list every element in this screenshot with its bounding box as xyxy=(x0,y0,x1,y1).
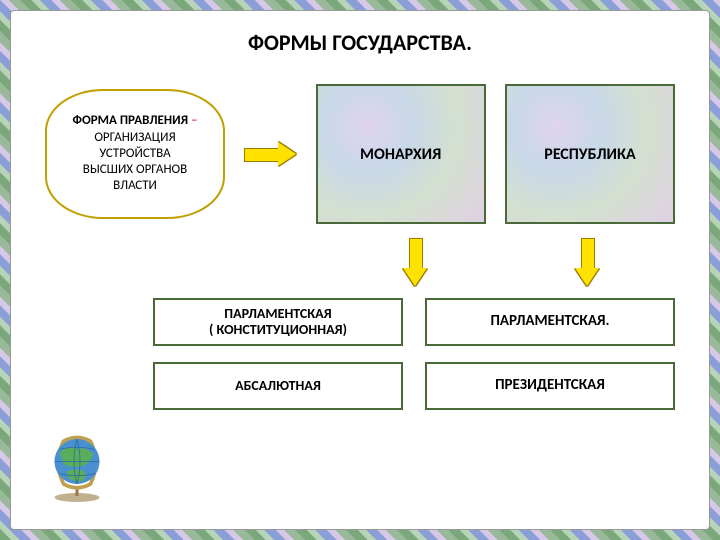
top-row: ФОРМА ПРАВЛЕНИЯ – ОРГАНИЗАЦИЯ УСТРОЙСТВА… xyxy=(41,84,679,224)
presidential-box: ПРЕЗИДЕНТСКАЯ xyxy=(425,362,675,410)
arrow-down-icon xyxy=(575,238,599,286)
bottom-row-2: АБСАЛЮТНАЯ ПРЕЗИДЕНТСКАЯ xyxy=(41,362,679,410)
down-arrows-row xyxy=(41,238,679,286)
definition-line4: ВЫСШИХ ОРГАНОВ xyxy=(83,162,187,178)
parliamentary-constitutional-box: ПАРЛАМЕНТСКАЯ( КОНСТИТУЦИОННАЯ) xyxy=(153,298,403,346)
decorative-border: ФОРМЫ ГОСУДАРСТВА. ФОРМА ПРАВЛЕНИЯ – ОРГ… xyxy=(0,0,720,540)
definition-term: ФОРМА ПРАВЛЕНИЯ xyxy=(73,113,189,128)
definition-box: ФОРМА ПРАВЛЕНИЯ – ОРГАНИЗАЦИЯ УСТРОЙСТВА… xyxy=(45,89,225,219)
slide-content: ФОРМЫ ГОСУДАРСТВА. ФОРМА ПРАВЛЕНИЯ – ОРГ… xyxy=(10,10,710,530)
slide-title: ФОРМЫ ГОСУДАРСТВА. xyxy=(41,29,679,56)
arrow-down-icon xyxy=(403,238,427,286)
definition-dash: – xyxy=(188,113,197,128)
absolute-box: АБСАЛЮТНАЯ xyxy=(153,362,403,410)
definition-line2: ОРГАНИЗАЦИЯ xyxy=(94,130,175,146)
parliamentary-box: ПАРЛАМЕНТСКАЯ. xyxy=(425,298,675,346)
bottom-row-1: ПАРЛАМЕНТСКАЯ( КОНСТИТУЦИОННАЯ) ПАРЛАМЕН… xyxy=(41,298,679,346)
monarchy-box: МОНАРХИЯ xyxy=(316,84,486,224)
republic-box: РЕСПУБЛИКА xyxy=(505,84,675,224)
arrow-right-icon xyxy=(244,142,296,166)
globe-icon xyxy=(41,430,116,505)
definition-line5: ВЛАСТИ xyxy=(113,178,157,194)
definition-line1: ФОРМА ПРАВЛЕНИЯ – xyxy=(73,113,198,129)
definition-line3: УСТРОЙСТВА xyxy=(99,146,170,162)
